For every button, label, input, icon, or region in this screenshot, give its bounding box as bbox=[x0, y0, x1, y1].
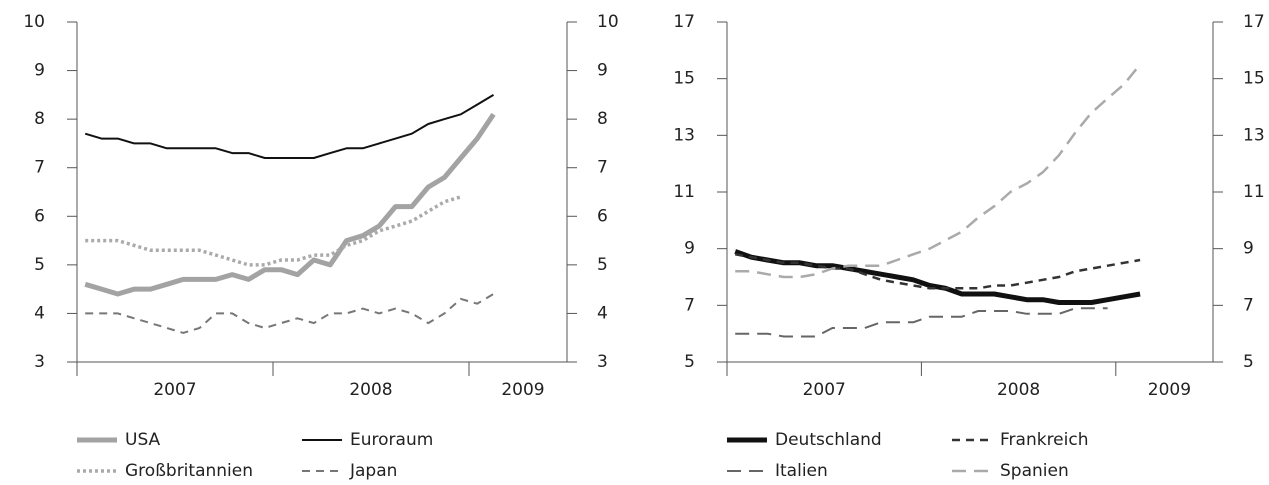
y2-tick-label: 8 bbox=[597, 109, 608, 129]
x-year-label: 2008 bbox=[997, 380, 1040, 400]
y-tick-label: 8 bbox=[34, 109, 45, 129]
legend-label: USA bbox=[125, 430, 161, 450]
y2-tick-label: 10 bbox=[597, 12, 619, 32]
series-line bbox=[734, 249, 1141, 305]
y-tick-label: 7 bbox=[684, 295, 695, 315]
x-year-label: 2009 bbox=[1148, 380, 1191, 400]
legend-label: Großbritannien bbox=[125, 461, 253, 481]
y2-tick-label: 9 bbox=[1243, 239, 1254, 259]
series-line bbox=[85, 195, 462, 267]
series-line bbox=[735, 307, 1108, 338]
y-tick-label: 6 bbox=[34, 206, 45, 226]
y-tick-label: 13 bbox=[673, 125, 695, 145]
y-tick-label: 9 bbox=[34, 61, 45, 81]
y2-tick-label: 3 bbox=[597, 352, 608, 372]
y-tick-label: 9 bbox=[684, 239, 695, 259]
y-tick-label: 7 bbox=[34, 158, 45, 178]
y2-tick-label: 5 bbox=[597, 255, 608, 275]
x-year-label: 2008 bbox=[349, 380, 392, 400]
legend-label: Euroraum bbox=[350, 430, 433, 450]
legend-label: Spanien bbox=[1000, 461, 1069, 481]
legend-label: Italien bbox=[775, 461, 828, 481]
y2-tick-label: 4 bbox=[597, 303, 608, 323]
x-year-label: 2007 bbox=[803, 380, 846, 400]
series-line bbox=[735, 63, 1142, 279]
y2-tick-label: 13 bbox=[1243, 125, 1265, 145]
legend-label: Deutschland bbox=[775, 430, 882, 450]
y-tick-label: 15 bbox=[673, 69, 695, 89]
y-tick-label: 4 bbox=[34, 303, 45, 323]
y-tick-label: 10 bbox=[23, 12, 45, 32]
legend-label: Frankreich bbox=[1000, 430, 1089, 450]
series-line bbox=[734, 253, 1141, 290]
y2-tick-label: 15 bbox=[1243, 69, 1265, 89]
y-tick-label: 17 bbox=[673, 12, 695, 32]
y2-tick-label: 17 bbox=[1243, 12, 1265, 32]
y-tick-label: 5 bbox=[684, 352, 695, 372]
y2-tick-label: 11 bbox=[1243, 182, 1265, 202]
series-line bbox=[85, 293, 495, 334]
series-line bbox=[84, 94, 495, 159]
y-tick-label: 5 bbox=[34, 255, 45, 275]
x-year-label: 2007 bbox=[153, 380, 196, 400]
y2-tick-label: 5 bbox=[1243, 352, 1254, 372]
series-line bbox=[84, 112, 496, 297]
y-tick-label: 3 bbox=[34, 352, 45, 372]
y-tick-label: 11 bbox=[673, 182, 695, 202]
y2-tick-label: 9 bbox=[597, 61, 608, 81]
x-year-label: 2009 bbox=[501, 380, 544, 400]
y2-tick-label: 7 bbox=[1243, 295, 1254, 315]
y2-tick-label: 7 bbox=[597, 158, 608, 178]
legend-label: Japan bbox=[349, 461, 397, 481]
y2-tick-label: 6 bbox=[597, 206, 608, 226]
